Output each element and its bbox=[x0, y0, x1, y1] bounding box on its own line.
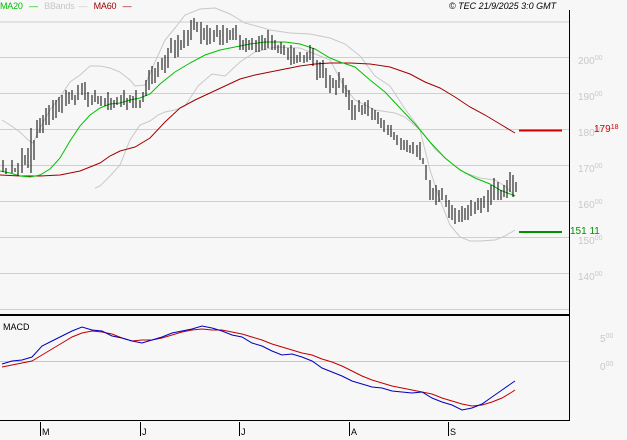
resistance-dec: 18 bbox=[610, 124, 619, 131]
y-tick-140: 14000 bbox=[578, 271, 602, 283]
macd-signal-line bbox=[1, 328, 516, 407]
y-tick-180: 18000 bbox=[578, 127, 602, 139]
macd-title: MACD bbox=[3, 322, 30, 332]
legend-ma20: MA20 — bbox=[0, 1, 38, 11]
support-label: 151 11 bbox=[570, 226, 600, 237]
legend-ma60: MA60 — bbox=[93, 1, 132, 11]
bollinger-bands bbox=[1, 7, 516, 242]
x-label-aug: A bbox=[351, 427, 358, 437]
y-tick-150: 15000 bbox=[578, 235, 602, 247]
chart-legend: MA20 — BBands — MA60 — bbox=[0, 1, 135, 11]
y-tick-200: 20000 bbox=[578, 55, 602, 67]
y-tick-int: 200 bbox=[578, 56, 595, 67]
resistance-label: 17918 bbox=[594, 124, 618, 135]
x-axis-ticks bbox=[40, 422, 449, 436]
y-tick-dec: 00 bbox=[605, 361, 614, 368]
y-tick-dec: 00 bbox=[594, 271, 603, 278]
copyright-timestamp: © TEC 21/9/2025 3:0 GMT bbox=[449, 1, 557, 11]
resistance-int: 179 bbox=[594, 124, 611, 135]
y-tick-170: 17000 bbox=[578, 163, 602, 175]
y-tick-190: 19000 bbox=[578, 91, 602, 103]
y-tick-int: 170 bbox=[578, 164, 595, 175]
y-tick-dec: 00 bbox=[605, 333, 614, 340]
y-tick-dec: 00 bbox=[594, 127, 603, 134]
support-int: 151 bbox=[570, 226, 587, 237]
ma60-line bbox=[0, 62, 516, 177]
x-label-jun: J bbox=[142, 427, 147, 437]
x-label-jul: J bbox=[241, 427, 246, 437]
y-tick-int: 5 bbox=[600, 334, 606, 345]
y-tick-int: 180 bbox=[578, 128, 595, 139]
y-tick-dec: 00 bbox=[594, 55, 603, 62]
ma20-line bbox=[0, 41, 516, 197]
y-tick-dec: 00 bbox=[594, 91, 603, 98]
y-tick-int: 190 bbox=[578, 92, 595, 103]
y-tick-dec: 00 bbox=[594, 199, 603, 206]
legend-bbands: BBands — bbox=[44, 1, 88, 11]
y-tick-dec: 00 bbox=[594, 163, 603, 170]
macd-y-tick-5: 500 bbox=[600, 333, 613, 345]
x-label-may: M bbox=[42, 427, 50, 437]
ohlc-bars bbox=[2, 18, 517, 224]
legend-bbands-label: BBands bbox=[44, 1, 75, 11]
legend-ma20-label: MA20 bbox=[0, 1, 23, 11]
support-dec: 11 bbox=[589, 226, 600, 237]
y-tick-int: 160 bbox=[578, 200, 595, 211]
x-label-sep: S bbox=[450, 427, 457, 437]
y-tick-int: 0 bbox=[600, 362, 606, 373]
y-tick-int: 150 bbox=[578, 236, 595, 247]
macd-line bbox=[1, 325, 516, 411]
y-tick-160: 16000 bbox=[578, 199, 602, 211]
y-tick-dec: 00 bbox=[594, 235, 603, 242]
y-tick-int: 140 bbox=[578, 272, 595, 283]
price-gridlines bbox=[0, 21, 569, 310]
macd-y-tick-0: 000 bbox=[600, 361, 613, 373]
legend-ma60-label: MA60 bbox=[93, 1, 117, 11]
